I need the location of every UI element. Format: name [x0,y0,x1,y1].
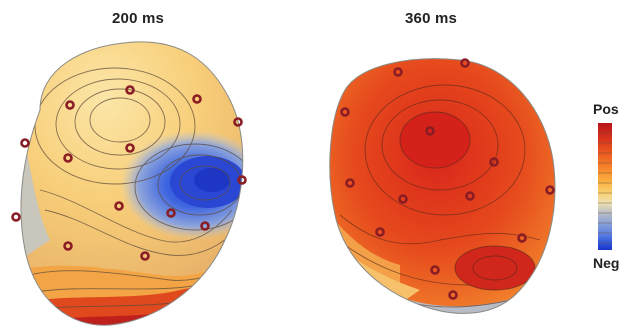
scalp-map-200ms [11,41,247,326]
color-scale [598,123,612,250]
scalp-map-360ms [329,58,556,314]
panel-title-360ms: 360 ms [405,10,458,27]
electrode-set-200ms [11,85,247,261]
colorbar-pos-label: Pos [593,101,619,117]
panel-title-200ms: 200 ms [112,10,165,27]
electrode-set-360ms [340,58,555,300]
colorbar-neg-label: Neg [593,255,620,271]
